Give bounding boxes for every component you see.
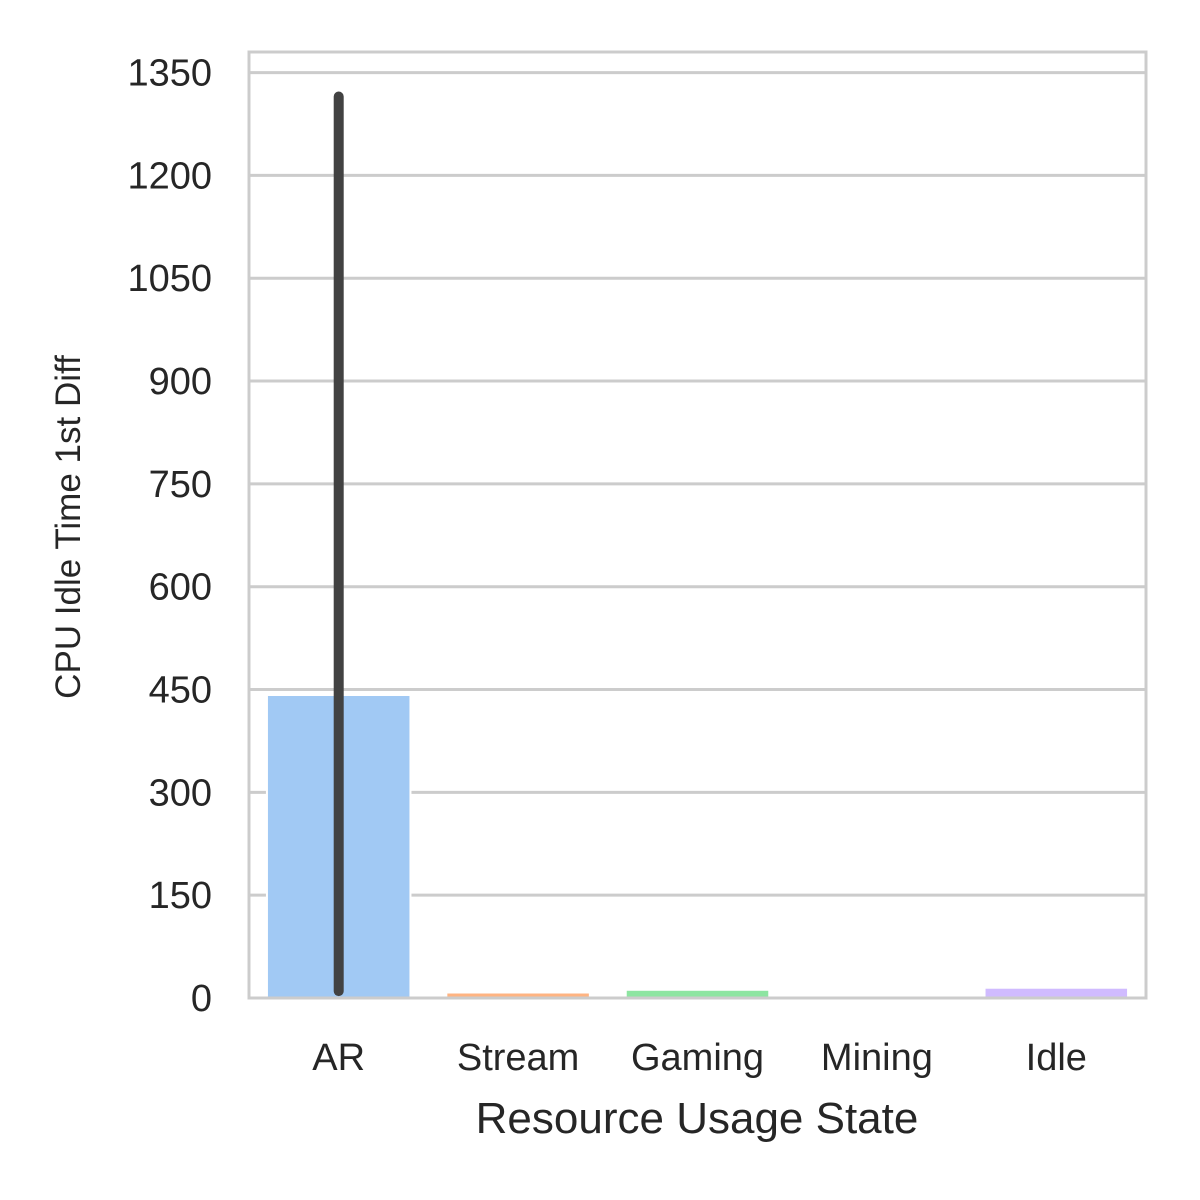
- y-tick-label-600: 600: [149, 567, 212, 609]
- plot-frame: [247, 50, 1148, 1000]
- y-tick-label-300: 300: [149, 772, 212, 814]
- x-tick-label-idle: Idle: [1026, 1037, 1087, 1079]
- x-tick-label-stream: Stream: [457, 1037, 579, 1079]
- x-tick-label-ar: AR: [312, 1037, 365, 1079]
- y-axis-label: CPU Idle Time 1st Diff: [49, 355, 88, 699]
- y-tick-label-1050: 1050: [127, 258, 212, 300]
- y-tick-label-150: 150: [149, 875, 212, 917]
- x-tick-label-gaming: Gaming: [631, 1037, 764, 1079]
- y-tick-label-750: 750: [149, 464, 212, 506]
- bars: [265, 694, 1130, 1000]
- x-tick-labels: AR Stream Gaming Mining Idle: [312, 1037, 1087, 1079]
- x-axis-label: Resource Usage State: [476, 1094, 919, 1143]
- y-tick-labels: 0 150 300 450 600 750 900 1050 1200 1350: [127, 53, 212, 1020]
- y-tick-label-1200: 1200: [127, 155, 212, 197]
- y-tick-label-0: 0: [191, 978, 212, 1020]
- y-tick-label-900: 900: [149, 361, 212, 403]
- x-tick-label-mining: Mining: [821, 1037, 933, 1079]
- y-tick-label-1350: 1350: [127, 53, 212, 95]
- bar-idle: [983, 986, 1130, 1000]
- y-tick-label-450: 450: [149, 670, 212, 712]
